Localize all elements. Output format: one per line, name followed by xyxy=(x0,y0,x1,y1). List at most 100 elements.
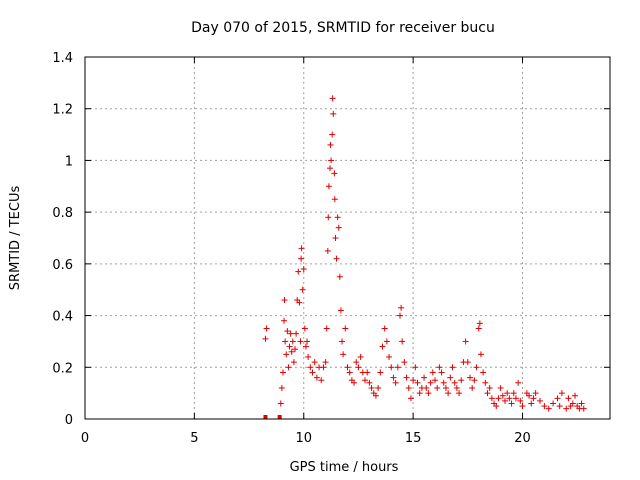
data-point xyxy=(398,304,405,311)
data-point xyxy=(325,183,332,190)
y-tick-label: 1.4 xyxy=(52,51,73,66)
data-point xyxy=(318,377,325,384)
grid-lines xyxy=(85,57,610,419)
x-tick-label: 15 xyxy=(405,431,422,446)
data-point xyxy=(283,351,290,358)
data-point xyxy=(320,364,327,371)
data-point xyxy=(401,359,408,366)
data-point xyxy=(336,273,343,280)
data-point xyxy=(304,338,311,345)
data-point xyxy=(278,384,285,391)
data-point xyxy=(442,384,449,391)
data-point xyxy=(462,338,469,345)
y-tick-label: 0.2 xyxy=(52,361,73,376)
data-point xyxy=(301,325,308,332)
data-point xyxy=(508,400,515,407)
data-point xyxy=(368,384,375,391)
data-point xyxy=(449,364,456,371)
data-point xyxy=(403,374,410,381)
data-point xyxy=(554,395,561,402)
data-point xyxy=(328,157,335,164)
x-tick-label: 20 xyxy=(514,431,531,446)
data-point xyxy=(295,268,302,275)
data-point xyxy=(292,346,298,353)
data-point xyxy=(298,255,305,262)
data-point xyxy=(372,392,379,399)
y-axis-label: SRMTID / TECUs xyxy=(8,186,23,291)
data-point xyxy=(512,395,519,402)
data-point xyxy=(331,170,338,177)
data-point xyxy=(506,395,513,402)
data-point xyxy=(335,224,342,231)
data-point xyxy=(298,245,305,252)
data-point xyxy=(475,325,482,332)
data-point xyxy=(407,395,414,402)
data-point xyxy=(394,364,401,371)
data-point xyxy=(405,384,412,391)
data-point xyxy=(329,131,336,138)
data-point xyxy=(532,390,539,397)
axis-ticks: 0 5 10 15 20 0 0.2 0.4 0.6 0.8 1 1.2 1.4 xyxy=(52,51,610,446)
data-point xyxy=(344,364,351,371)
data-point xyxy=(285,364,292,371)
data-point xyxy=(530,395,537,402)
data-point xyxy=(323,325,330,332)
data-point xyxy=(541,403,548,410)
data-point xyxy=(445,390,452,397)
y-tick-label: 0.6 xyxy=(52,258,73,273)
data-point xyxy=(476,320,483,327)
data-point xyxy=(279,369,286,376)
data-point xyxy=(399,338,406,345)
data-point xyxy=(263,415,268,419)
data-point xyxy=(379,343,386,350)
data-point xyxy=(381,325,388,332)
data-point xyxy=(493,403,500,410)
data-point xyxy=(333,255,340,262)
data-point xyxy=(469,384,476,391)
data-point xyxy=(296,299,303,306)
data-point xyxy=(332,235,339,241)
data-point xyxy=(339,338,346,345)
data-point xyxy=(563,405,570,412)
data-point xyxy=(510,390,517,397)
data-point xyxy=(436,364,443,371)
data-point xyxy=(346,369,353,376)
data-point xyxy=(412,364,419,371)
data-point xyxy=(392,379,399,386)
data-point xyxy=(410,377,417,384)
y-tick-label: 0.8 xyxy=(52,206,73,221)
data-point xyxy=(499,392,506,399)
x-tick-label: 10 xyxy=(295,431,312,446)
y-tick-label: 1.2 xyxy=(52,103,73,118)
y-tick-label: 0 xyxy=(65,413,73,428)
data-point xyxy=(427,379,434,386)
data-point xyxy=(327,141,334,148)
data-point xyxy=(425,390,432,397)
data-point xyxy=(480,369,487,376)
data-point xyxy=(325,214,332,221)
data-point xyxy=(284,328,291,335)
data-point xyxy=(558,390,565,397)
data-point xyxy=(277,400,284,407)
data-point xyxy=(453,384,460,391)
data-point xyxy=(281,317,288,324)
data-point xyxy=(340,351,347,358)
data-point xyxy=(421,374,428,381)
data-point xyxy=(288,348,295,355)
data-point xyxy=(299,286,306,293)
data-point xyxy=(388,364,395,371)
plot-frame xyxy=(84,56,611,420)
data-point xyxy=(313,374,320,381)
data-point xyxy=(580,405,587,412)
data-point xyxy=(383,338,390,345)
data-point xyxy=(397,312,403,319)
data-point xyxy=(331,196,338,203)
data-point xyxy=(364,369,371,376)
data-point xyxy=(302,343,309,350)
chart-title: Day 070 of 2015, SRMTID for receiver buc… xyxy=(191,20,495,36)
data-point xyxy=(471,377,478,384)
data-point xyxy=(414,379,421,386)
data-point xyxy=(281,297,288,304)
x-axis-label: GPS time / hours xyxy=(290,460,399,475)
data-point xyxy=(451,379,458,386)
